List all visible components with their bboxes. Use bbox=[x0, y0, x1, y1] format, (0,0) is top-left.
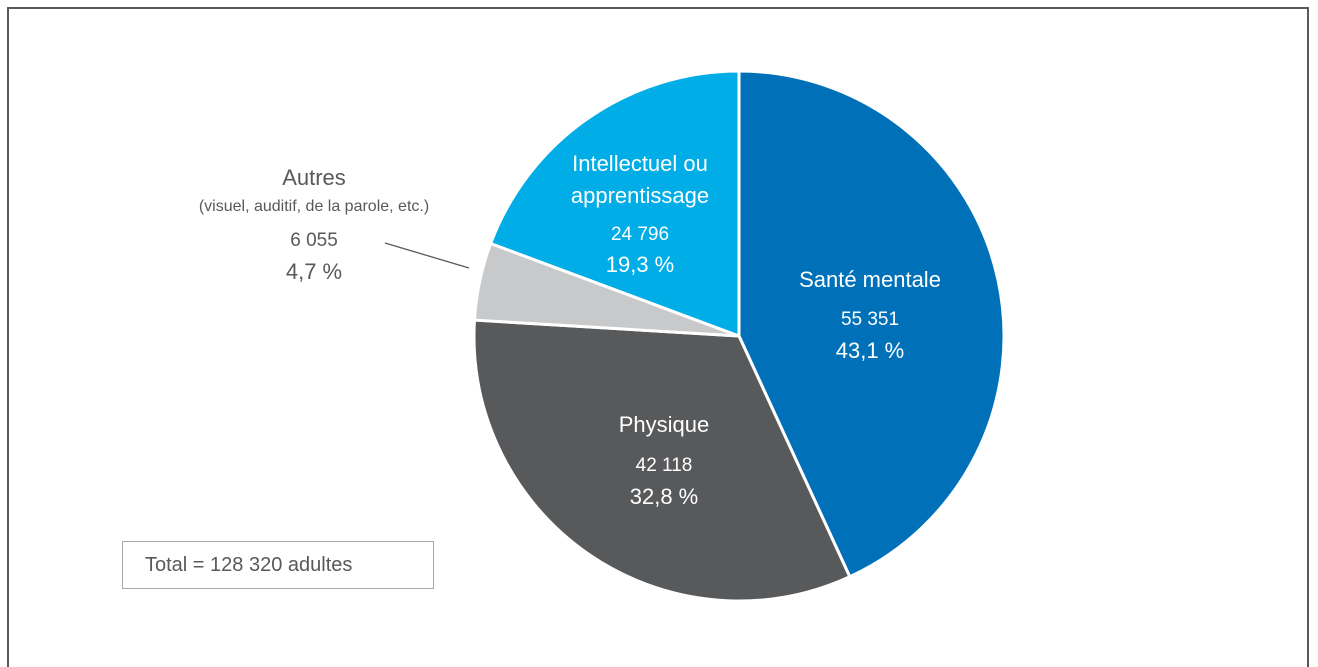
pie-slice-0 bbox=[737, 69, 1006, 579]
slice-percent-intellectuel: 19,3 % bbox=[606, 252, 675, 277]
slice-value-sante-mentale: 55 351 bbox=[841, 309, 899, 330]
pie-slices bbox=[472, 69, 1006, 603]
pie-slice-1 bbox=[472, 318, 852, 603]
total-box: Total = 128 320 adultes bbox=[122, 541, 434, 589]
slice-percent-autres: 4,7 % bbox=[286, 259, 342, 284]
slice-label-intellectuel-line2: apprentissage bbox=[571, 183, 709, 208]
slice-percent-physique: 32,8 % bbox=[630, 484, 699, 509]
slice-label-intellectuel-line1: Intellectuel ou bbox=[572, 151, 708, 176]
slice-percent-sante-mentale: 43,1 % bbox=[836, 338, 905, 363]
slice-label-autres: Autres bbox=[282, 165, 346, 190]
slice-value-intellectuel: 24 796 bbox=[611, 224, 669, 245]
slice-label-physique: Physique bbox=[619, 412, 710, 437]
pie-slice-3 bbox=[489, 69, 741, 338]
autres-leader-line bbox=[384, 242, 470, 269]
slice-value-autres: 6 055 bbox=[290, 230, 338, 251]
slice-subtitle-autres: (visuel, auditif, de la parole, etc.) bbox=[199, 198, 429, 215]
slice-label-sante-mentale: Santé mentale bbox=[799, 267, 941, 292]
slice-value-physique: 42 118 bbox=[636, 455, 693, 476]
